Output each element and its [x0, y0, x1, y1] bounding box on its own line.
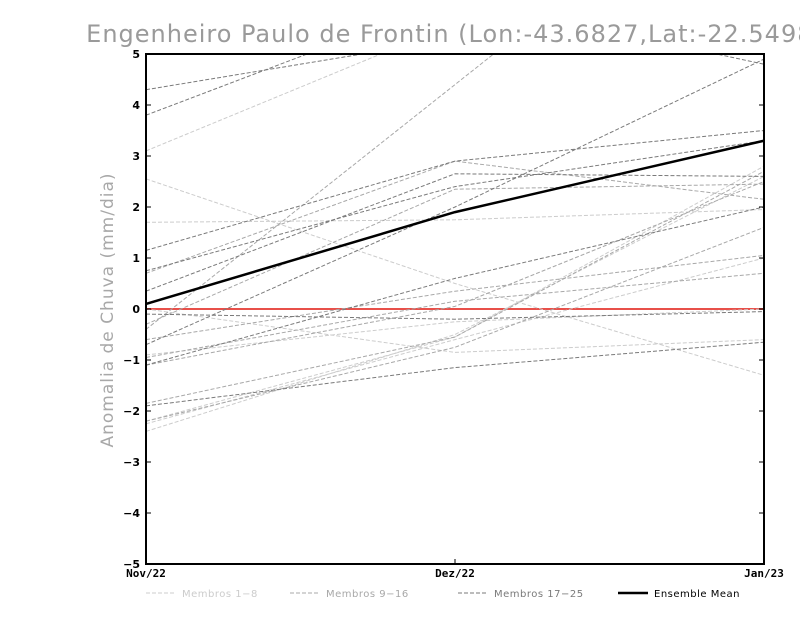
- chart-title: Engenheiro Paulo de Frontin (Lon:-43.682…: [86, 20, 800, 48]
- y-axis-label: Anomalia de Chuva (mm/dia): [98, 172, 118, 447]
- x-tick-label: Dez/22: [435, 567, 475, 580]
- series-line-m18: [146, 54, 764, 116]
- series-line-m22: [146, 58, 764, 346]
- series-line-m3: [146, 209, 764, 223]
- legend: Membros 1−8 Membros 9−16 Membros 17−25 Ense…: [146, 589, 740, 600]
- series-line-m9: [146, 54, 495, 330]
- series-line-m25: [146, 311, 764, 320]
- y-tick-label: −4: [123, 507, 140, 520]
- series-line-m23: [146, 206, 764, 366]
- y-tick-label: −2: [123, 405, 140, 418]
- y-tick-label: 5: [132, 48, 140, 61]
- series-line-m19: [146, 130, 764, 251]
- y-tick-label: 4: [132, 99, 140, 112]
- series-line-m1: [146, 54, 383, 152]
- x-tick-label: Jan/23: [744, 567, 784, 580]
- series-line-m2: [146, 178, 764, 376]
- series-line-m11: [146, 170, 764, 404]
- series-line-m6: [146, 257, 764, 425]
- y-tick-label: 1: [132, 252, 140, 265]
- legend-label: Membros 9−16: [326, 589, 409, 600]
- series-line-m16: [146, 181, 764, 366]
- series-line-m13: [146, 272, 764, 358]
- series-line-m4: [146, 165, 764, 422]
- y-tick-label: −5: [123, 558, 140, 571]
- series-line-m12: [146, 226, 764, 422]
- legend-label: Membros 17−25: [494, 589, 584, 600]
- series-line-m21: [146, 173, 764, 292]
- series-line-m14: [146, 254, 764, 341]
- series-line-m10: [146, 183, 764, 325]
- series-line-m5: [146, 175, 764, 432]
- y-tick-label: −3: [123, 456, 140, 469]
- y-tick-label: 3: [132, 150, 140, 163]
- legend-label: Membros 1−8: [182, 589, 258, 600]
- series-line-m20: [146, 140, 764, 272]
- y-tick-label: 2: [132, 201, 140, 214]
- legend-label: Ensemble Mean: [654, 589, 740, 600]
- series-line-m8: [146, 308, 764, 356]
- series-line-m17: [146, 54, 366, 91]
- y-tick-label: −1: [123, 354, 140, 367]
- series-line-m24: [146, 341, 764, 407]
- y-tick-label: 0: [132, 303, 140, 316]
- ensemble-mean-line: [146, 139, 764, 306]
- x-tick-label: Nov/22: [126, 567, 166, 580]
- series-line-m15: [146, 160, 764, 274]
- plot-area: [146, 54, 764, 432]
